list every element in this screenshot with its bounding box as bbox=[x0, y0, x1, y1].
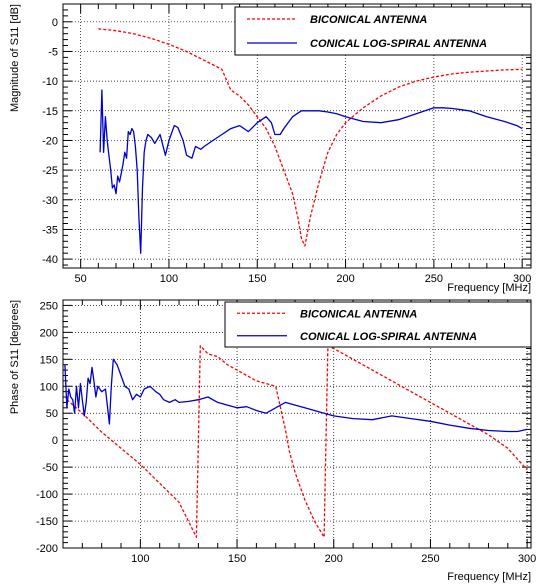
x-tick-label: 150 bbox=[228, 553, 246, 565]
legend-box bbox=[224, 301, 532, 348]
y-tick-label: -15 bbox=[42, 106, 58, 118]
y-tick-label: 250 bbox=[40, 300, 58, 312]
y-tick-label: 150 bbox=[40, 354, 58, 366]
y-tick-label: -150 bbox=[36, 516, 58, 528]
y-tick-label: 0 bbox=[52, 435, 58, 447]
y-axis-title: Phase of S11 [degrees] bbox=[9, 300, 21, 414]
x-tick-label: 150 bbox=[248, 273, 266, 285]
legend-label: BICONICAL ANTENNA bbox=[300, 308, 417, 320]
x-tick-label: 100 bbox=[131, 553, 149, 565]
y-tick-label: -20 bbox=[42, 135, 58, 147]
y-tick-label: -200 bbox=[36, 543, 58, 555]
y-tick-label: 50 bbox=[46, 408, 58, 420]
chart-1: 50 100 150 200 250 300 -40 -35 -30 -25 -20 -15 -10 -5… bbox=[9, 3, 532, 294]
x-axis-title: Frequency [MHz] bbox=[447, 571, 531, 583]
y-tick-label: -25 bbox=[42, 165, 58, 177]
legend-label: CONICAL LOG-SPIRAL ANTENNA bbox=[310, 38, 487, 50]
series-line-biconical bbox=[66, 345, 528, 538]
y-tick-label: -10 bbox=[42, 76, 58, 88]
chart-2: 100 150 200 250 300 -200 -150 -100 -50 0 50 100 150 2… bbox=[9, 299, 536, 583]
x-tick-label: 100 bbox=[160, 273, 178, 285]
x-tick-label: 300 bbox=[513, 273, 531, 285]
x-tick-label: 200 bbox=[336, 273, 354, 285]
x-axis-title: Frequency [MHz] bbox=[447, 282, 531, 294]
x-tick-label: 250 bbox=[425, 273, 443, 285]
x-tick-label: 300 bbox=[518, 553, 536, 565]
series-line-log-spiral bbox=[99, 89, 523, 254]
x-tick-label: 200 bbox=[325, 553, 343, 565]
y-tick-label: 0 bbox=[52, 17, 58, 29]
y-tick-label: 200 bbox=[40, 327, 58, 339]
y-tick-label: -35 bbox=[42, 224, 58, 236]
plot-frame bbox=[62, 299, 532, 549]
y-axis-title: Magnitude of S11 [dB] bbox=[9, 4, 21, 112]
plot-frame bbox=[62, 3, 532, 269]
series-line-log-spiral bbox=[64, 358, 528, 433]
legend-label: CONICAL LOG-SPIRAL ANTENNA bbox=[300, 331, 477, 343]
x-tick-label: 50 bbox=[75, 273, 87, 285]
y-tick-label: 100 bbox=[40, 381, 58, 393]
series-line-biconical bbox=[98, 28, 523, 247]
legend-box bbox=[234, 6, 532, 56]
x-tick-label: 250 bbox=[421, 553, 439, 565]
y-tick-label: -100 bbox=[36, 489, 58, 501]
y-tick-label: -40 bbox=[42, 254, 58, 266]
y-tick-label: -5 bbox=[48, 46, 58, 58]
y-tick-label: -50 bbox=[42, 462, 58, 474]
y-tick-label: -30 bbox=[42, 195, 58, 207]
legend-label: BICONICAL ANTENNA bbox=[310, 14, 427, 26]
